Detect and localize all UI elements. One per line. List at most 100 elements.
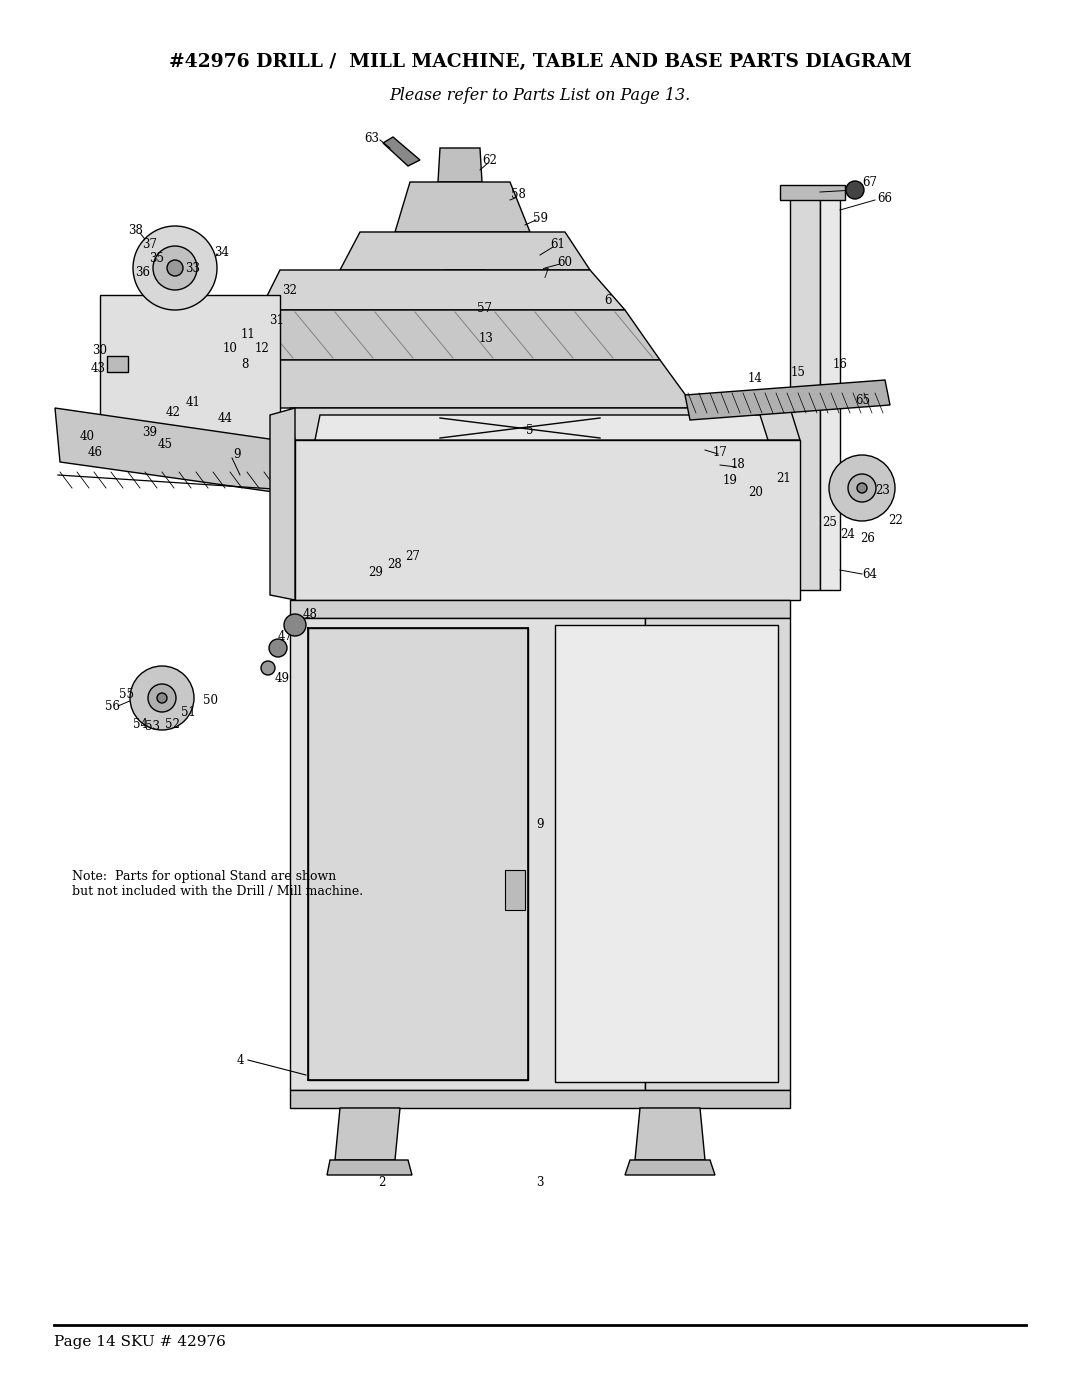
Polygon shape	[789, 190, 820, 590]
Polygon shape	[291, 617, 645, 1090]
Text: 11: 11	[241, 328, 255, 341]
Text: 16: 16	[833, 359, 848, 372]
Text: 53: 53	[146, 721, 161, 733]
Text: 31: 31	[270, 313, 284, 327]
Text: 15: 15	[791, 366, 806, 379]
Text: 14: 14	[747, 372, 762, 384]
Polygon shape	[335, 1108, 400, 1160]
Text: 52: 52	[164, 718, 179, 731]
Text: 27: 27	[406, 550, 420, 563]
Text: 2: 2	[378, 1175, 386, 1189]
Text: 12: 12	[255, 341, 269, 355]
Text: 49: 49	[274, 672, 289, 685]
Text: 6: 6	[604, 293, 611, 306]
Text: 34: 34	[215, 246, 229, 258]
Text: 22: 22	[889, 514, 903, 527]
Text: 43: 43	[91, 362, 106, 374]
Text: 63: 63	[365, 131, 379, 144]
Text: 51: 51	[180, 705, 195, 718]
Text: 4: 4	[237, 1053, 244, 1066]
Text: 35: 35	[149, 251, 164, 264]
Text: 33: 33	[186, 261, 201, 274]
Text: 47: 47	[278, 630, 293, 644]
Text: 29: 29	[368, 566, 383, 578]
Text: 44: 44	[217, 412, 232, 425]
Text: 20: 20	[748, 486, 764, 499]
Polygon shape	[107, 356, 129, 372]
Circle shape	[829, 455, 895, 521]
Polygon shape	[205, 360, 696, 408]
Text: 62: 62	[483, 154, 498, 166]
Text: 42: 42	[165, 405, 180, 419]
Text: 24: 24	[840, 528, 855, 542]
Circle shape	[167, 260, 183, 277]
Circle shape	[261, 661, 275, 675]
Text: 23: 23	[876, 483, 890, 496]
Polygon shape	[315, 415, 768, 440]
Text: 40: 40	[80, 430, 95, 443]
Polygon shape	[443, 270, 487, 302]
Text: 65: 65	[855, 394, 870, 407]
Polygon shape	[291, 408, 800, 440]
Circle shape	[130, 666, 194, 731]
Text: 45: 45	[158, 439, 173, 451]
Text: Please refer to Parts List on Page 13.: Please refer to Parts List on Page 13.	[390, 88, 690, 105]
Polygon shape	[780, 184, 845, 200]
Text: 56: 56	[105, 700, 120, 712]
Text: Note:  Parts for optional Stand are shown
but not included with the Drill / Mill: Note: Parts for optional Stand are shown…	[72, 870, 363, 898]
Text: 39: 39	[143, 426, 158, 439]
Polygon shape	[327, 1160, 411, 1175]
Polygon shape	[395, 182, 530, 232]
Text: 55: 55	[120, 689, 135, 701]
Polygon shape	[291, 599, 789, 617]
Text: 50: 50	[203, 693, 217, 707]
Text: 54: 54	[133, 718, 148, 731]
Text: 13: 13	[478, 331, 494, 345]
Text: 21: 21	[777, 472, 792, 485]
Polygon shape	[685, 380, 890, 420]
Text: 7: 7	[542, 268, 550, 282]
Text: 64: 64	[863, 569, 877, 581]
Text: 67: 67	[863, 176, 877, 190]
Text: 37: 37	[143, 239, 158, 251]
Text: 32: 32	[283, 284, 297, 296]
Polygon shape	[820, 190, 840, 590]
Text: 28: 28	[388, 557, 403, 570]
Text: 25: 25	[823, 515, 837, 528]
Circle shape	[848, 474, 876, 502]
Circle shape	[284, 615, 306, 636]
Circle shape	[157, 693, 167, 703]
Polygon shape	[100, 295, 280, 460]
Text: 60: 60	[557, 256, 572, 268]
Text: 66: 66	[877, 191, 892, 204]
Text: 9: 9	[233, 448, 241, 461]
Polygon shape	[635, 1108, 705, 1160]
Text: 18: 18	[731, 458, 745, 472]
Circle shape	[133, 226, 217, 310]
Text: 8: 8	[241, 359, 248, 372]
Text: 58: 58	[511, 189, 526, 201]
Polygon shape	[505, 870, 525, 909]
Circle shape	[153, 246, 197, 291]
Text: 30: 30	[93, 344, 108, 356]
Text: 10: 10	[222, 341, 238, 355]
Circle shape	[269, 638, 287, 657]
Circle shape	[846, 182, 864, 198]
Polygon shape	[645, 617, 789, 1090]
Text: 36: 36	[135, 265, 150, 278]
Text: 57: 57	[476, 302, 491, 314]
Text: 38: 38	[129, 224, 144, 236]
Text: #42976 DRILL /  MILL MACHINE, TABLE AND BASE PARTS DIAGRAM: #42976 DRILL / MILL MACHINE, TABLE AND B…	[168, 53, 912, 71]
Text: Page 14 SKU # 42976: Page 14 SKU # 42976	[54, 1336, 226, 1350]
Polygon shape	[308, 629, 528, 1080]
Circle shape	[858, 483, 867, 493]
Polygon shape	[55, 408, 295, 495]
Text: 26: 26	[861, 531, 876, 545]
Text: 17: 17	[713, 446, 728, 458]
Text: 46: 46	[87, 446, 103, 458]
Text: 61: 61	[551, 239, 566, 251]
Polygon shape	[291, 1090, 789, 1108]
Polygon shape	[260, 270, 625, 310]
Text: 5: 5	[526, 423, 534, 436]
Polygon shape	[270, 408, 295, 599]
